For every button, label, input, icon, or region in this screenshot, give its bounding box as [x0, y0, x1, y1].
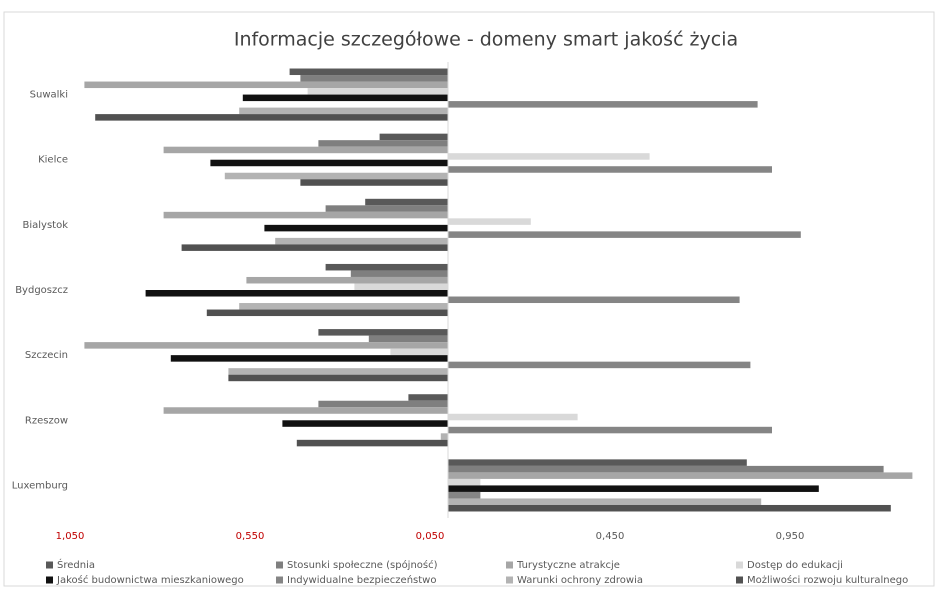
bar	[242, 94, 448, 102]
bar	[296, 439, 448, 447]
bar	[163, 211, 448, 219]
bar	[440, 433, 448, 440]
bar	[228, 374, 448, 382]
bar	[448, 498, 762, 505]
bar	[170, 355, 449, 362]
bar	[300, 179, 448, 186]
bar	[275, 237, 448, 245]
bar	[289, 68, 448, 76]
bar	[448, 459, 747, 466]
bar	[448, 426, 772, 434]
chart-frame	[3, 11, 935, 587]
bar	[365, 198, 448, 206]
bar	[239, 303, 448, 310]
legend-label: Średnia	[57, 558, 95, 571]
y-tick-label: Bialystok	[22, 220, 68, 231]
bar	[163, 407, 448, 414]
bar	[350, 270, 448, 277]
bar	[325, 205, 448, 212]
bar	[448, 231, 801, 238]
bar	[448, 166, 772, 173]
bar	[246, 276, 448, 284]
chart-title: Informacje szczegółowe - domeny smart ja…	[234, 29, 738, 51]
bar	[448, 361, 751, 369]
bar	[354, 283, 448, 290]
bar	[318, 329, 448, 336]
bar	[84, 342, 449, 349]
bar	[448, 218, 531, 225]
legend-swatch	[506, 561, 513, 569]
legend-swatch	[46, 576, 53, 584]
legend-label: Warunki ochrony zdrowia	[517, 575, 643, 586]
y-tick-label: Suwalki	[30, 90, 68, 101]
bar	[163, 146, 448, 154]
bar	[264, 224, 448, 232]
bar	[368, 335, 448, 343]
y-tick-label: Kielce	[38, 155, 68, 166]
bar	[239, 107, 448, 115]
legend-swatch	[506, 576, 513, 584]
bar	[145, 290, 448, 297]
bar	[95, 114, 448, 121]
y-tick-label: Szczecin	[25, 350, 68, 361]
bar	[448, 413, 578, 421]
bar	[448, 504, 891, 512]
legend-label: Turystyczne atrakcje	[516, 560, 620, 571]
bar	[408, 394, 448, 401]
legend-swatch	[736, 576, 743, 584]
bar	[282, 420, 448, 427]
legend-swatch	[736, 561, 743, 569]
legend-swatch	[276, 561, 283, 569]
bar	[318, 140, 448, 147]
legend-label: Dostęp do edukacji	[747, 560, 843, 571]
bar	[318, 400, 448, 408]
bar	[448, 296, 740, 304]
x-tick-label: 0,450	[596, 531, 625, 542]
x-tick-label: 0,050	[416, 531, 445, 542]
bar	[300, 75, 448, 82]
bar	[448, 472, 913, 479]
bar	[228, 368, 448, 375]
legend-label: Jakość budownictwa mieszkaniowego	[56, 574, 244, 586]
bar	[448, 491, 481, 499]
y-tick-label: Bydgoszcz	[15, 285, 68, 296]
bar	[181, 244, 448, 251]
x-tick-label: 1,050	[56, 531, 85, 542]
y-tick-label: Luxemburg	[12, 480, 68, 491]
bar	[390, 348, 448, 356]
bar	[206, 309, 448, 317]
x-tick-label: 0,550	[236, 531, 265, 542]
legend-label: Indywidualne bezpieczeństwo	[287, 574, 436, 586]
legend-swatch	[276, 576, 283, 584]
legend-label: Możliwości rozwoju kulturalnego	[747, 574, 908, 586]
x-tick-label: 0,950	[776, 531, 805, 542]
y-tick-label: Rzeszow	[25, 415, 68, 426]
bar	[448, 478, 481, 486]
legend-swatch	[46, 561, 53, 569]
bar	[210, 159, 448, 167]
bar	[307, 88, 448, 95]
bar	[448, 101, 758, 108]
bar	[224, 172, 448, 180]
bar	[448, 485, 819, 492]
bar	[325, 263, 448, 271]
legend-label: Stosunki społeczne (spójność)	[287, 559, 438, 571]
bar	[448, 465, 884, 473]
bar	[448, 153, 650, 160]
bar	[379, 133, 448, 141]
bar	[84, 81, 449, 89]
